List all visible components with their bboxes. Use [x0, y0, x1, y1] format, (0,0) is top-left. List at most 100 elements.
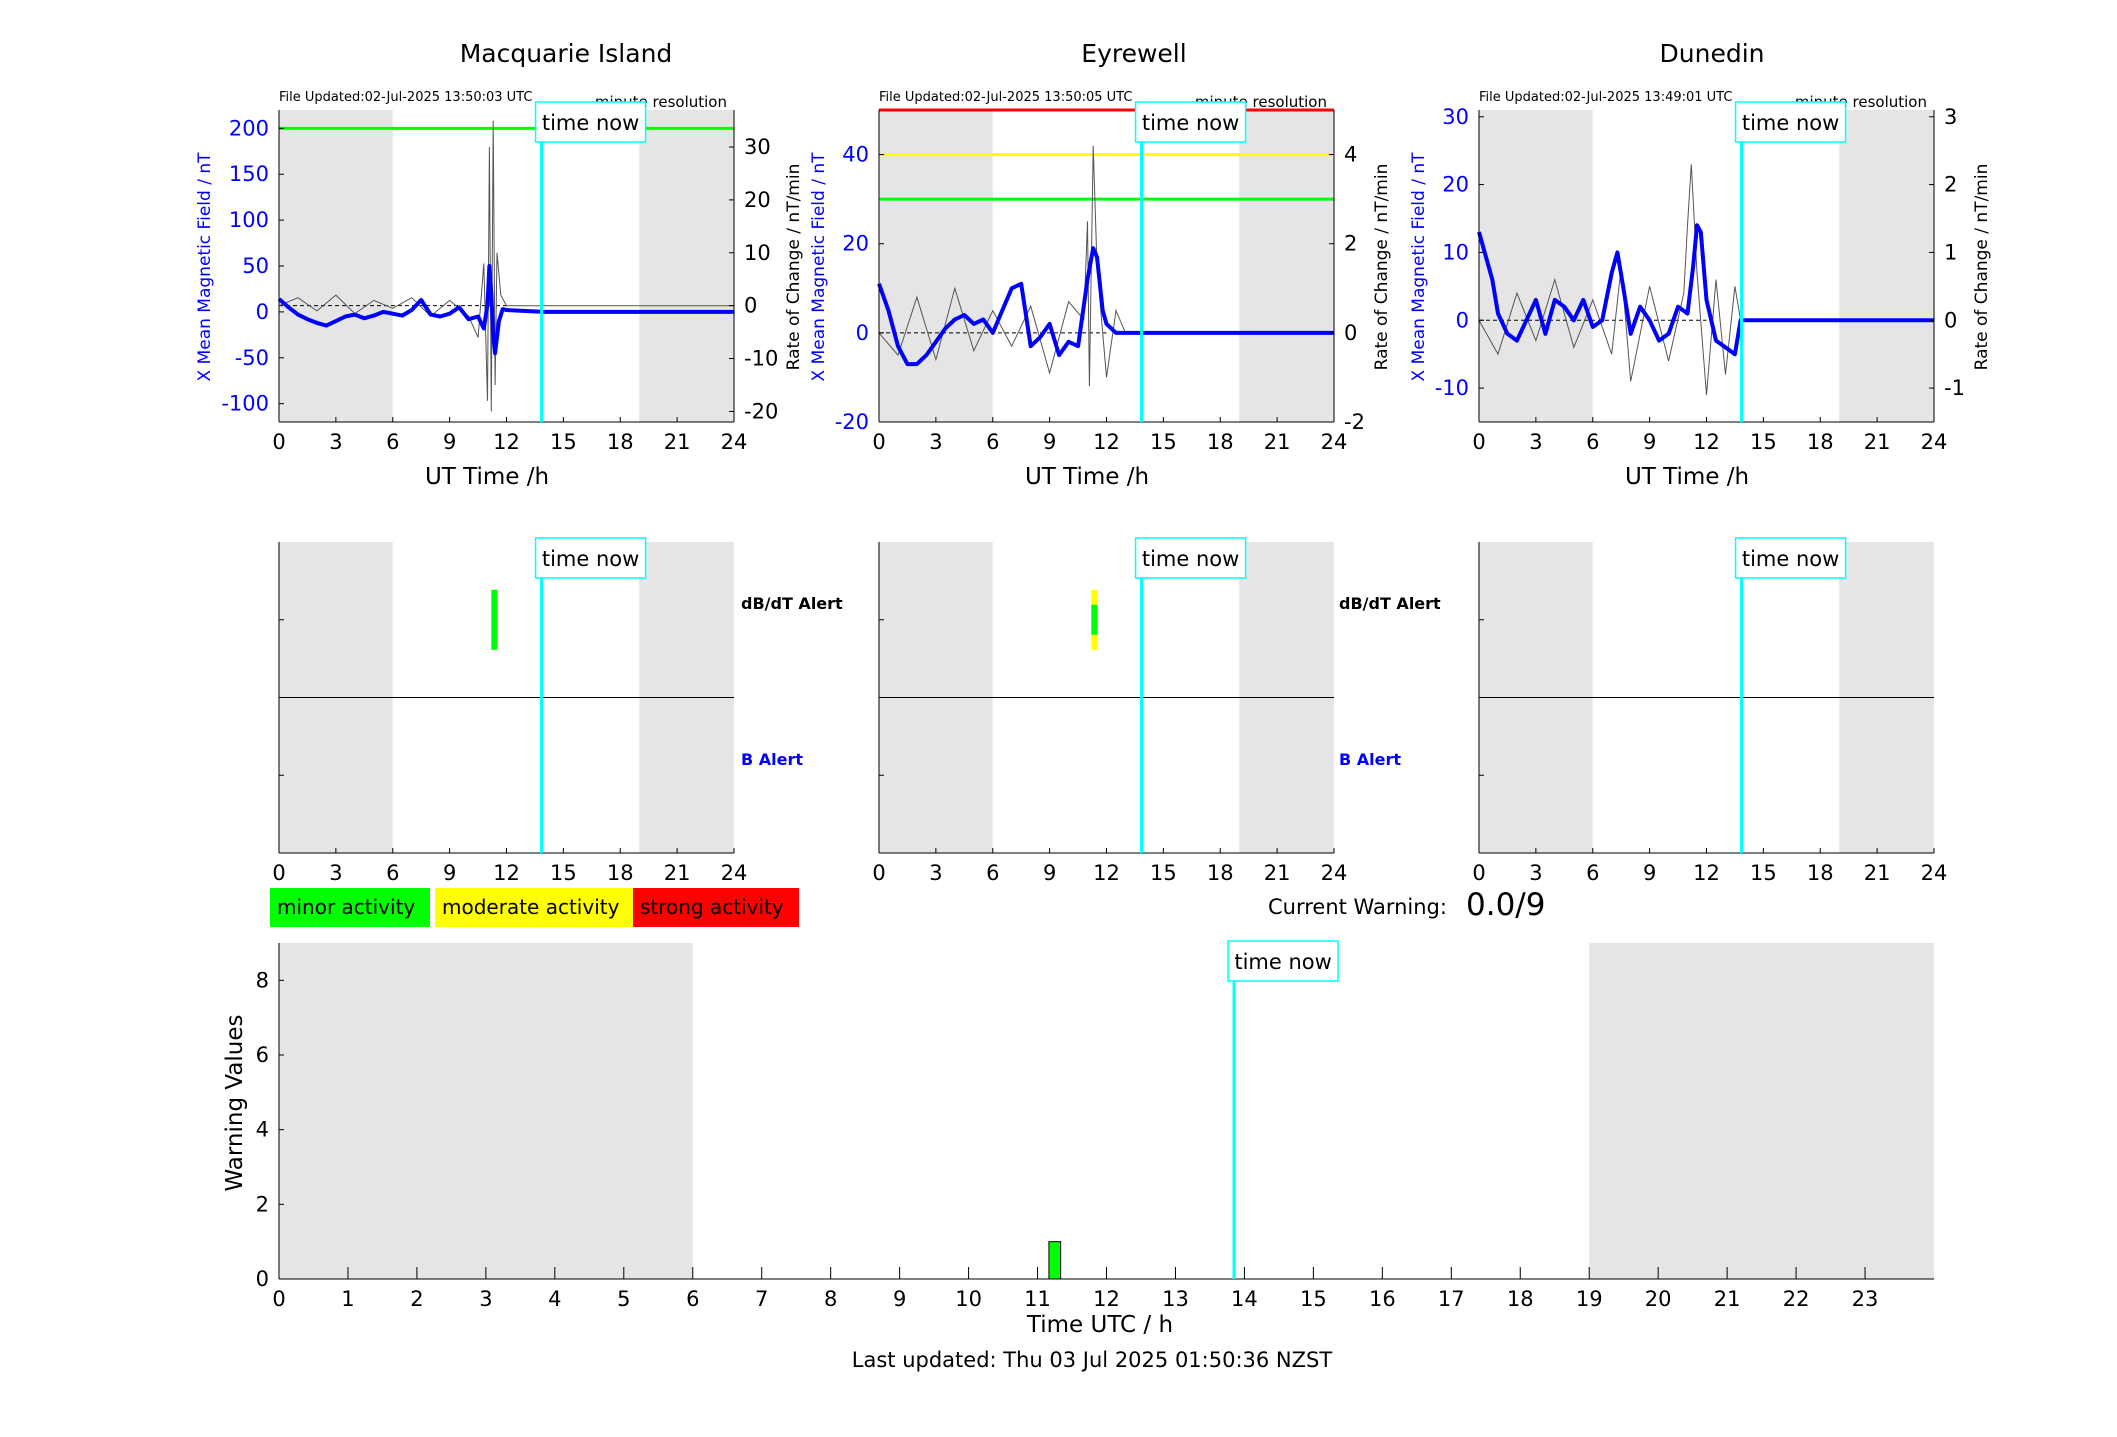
y-tick-label-left: 100 [229, 208, 269, 232]
y-tick-label-right: 30 [744, 135, 771, 159]
x-tick-label: 9 [1043, 861, 1056, 885]
x-tick-label: 14 [1231, 1287, 1258, 1311]
legend-swatch-minor [270, 888, 430, 927]
x-axis-label: UT Time /h [1625, 464, 1749, 490]
night-shading [279, 110, 393, 422]
x-tick-label: 10 [955, 1287, 982, 1311]
night-shading [1589, 943, 1934, 1279]
y-tick-label-right: -20 [744, 399, 778, 423]
legend-label-minor: minor activity [277, 895, 415, 919]
time-now-box [534, 101, 647, 143]
x-tick-label: 3 [929, 861, 942, 885]
plot-area: 0 3 6 9 12 15 18 21 24-100-50050100150200-20-100… [221, 101, 778, 454]
time-now-box [1734, 537, 1847, 579]
x-tick-label: 15 [550, 861, 577, 885]
x-axis-label: Time UTC / h [1026, 1312, 1173, 1338]
time-now-box [1227, 940, 1339, 982]
rate-of-change-series [278, 120, 734, 412]
time-now-label: time now [1742, 111, 1839, 135]
y-tick-label: 4 [256, 1118, 269, 1142]
x-tick-label: 18 [607, 430, 634, 454]
time-now-box [534, 537, 647, 579]
rate-of-change-series [1478, 164, 1934, 395]
x-tick-label: 6 [1586, 430, 1599, 454]
x-tick-label: 9 [443, 430, 456, 454]
y-tick-label-left: 10 [1442, 240, 1469, 264]
x-tick-label: 17 [1438, 1287, 1465, 1311]
magnetic-field-series [1477, 223, 1934, 357]
time-now-label: time now [1142, 111, 1239, 135]
x-tick-label: 0 [272, 430, 285, 454]
x-tick-label: 7 [755, 1287, 768, 1311]
time-now-label: time now [1142, 547, 1239, 571]
night-shading [879, 110, 993, 422]
warning-values-chart: 0 1 2 3 4 5 6 7 8 9 10 11 12 13 14 15 16 17 18 19 20 21 22 2302… [222, 940, 1934, 1338]
x-tick-label: 3 [329, 430, 342, 454]
x-tick-label: 6 [1586, 861, 1599, 885]
y-tick-label-right: 20 [744, 188, 771, 212]
x-tick-label: 20 [1645, 1287, 1672, 1311]
x-tick-label: 16 [1369, 1287, 1396, 1311]
x-tick-label: 1 [341, 1287, 354, 1311]
x-tick-label: 24 [1921, 861, 1948, 885]
x-tick-label: 12 [1093, 1287, 1120, 1311]
y-tick-label-left: 0 [856, 321, 869, 345]
x-tick-label: 24 [1321, 861, 1348, 885]
x-tick-label: 12 [1693, 861, 1720, 885]
time-now-box [1134, 101, 1247, 143]
alert-panels: 0 3 6 9 12 15 18 21 24 time now 0 3 6 9 12 15 18 21 24 time… [272, 537, 1948, 885]
y-tick-label-left: 30 [1442, 105, 1469, 129]
y-tick-label-left: 50 [242, 254, 269, 278]
y-tick-label-left: 200 [229, 116, 269, 140]
x-tick-label: 21 [1264, 861, 1291, 885]
dbdt-alert-label: dB/dT Alert [741, 594, 843, 613]
y-tick-label-right: 0 [744, 294, 757, 318]
y-tick-label-right: 0 [1944, 308, 1957, 332]
y-tick-label-left: 40 [842, 143, 869, 167]
x-tick-label: 19 [1576, 1287, 1603, 1311]
x-tick-label: 12 [493, 861, 520, 885]
x-tick-label: 15 [1150, 861, 1177, 885]
x-axis-label: UT Time /h [425, 464, 549, 490]
x-axis-label: UT Time /h [1025, 464, 1149, 490]
x-tick-label: 15 [1750, 861, 1777, 885]
warning-plot-area: 0 1 2 3 4 5 6 7 8 9 10 11 12 13 14 15 16 17 18 19 20 21 22 2302… [256, 940, 1934, 1311]
y-axis-label: Warning Values [222, 1014, 248, 1191]
x-tick-label: 21 [1864, 861, 1891, 885]
x-tick-label: 3 [1529, 861, 1542, 885]
x-tick-label: 23 [1852, 1287, 1879, 1311]
y-tick-label-left: 150 [229, 162, 269, 186]
file-updated-label: File Updated:02-Jul-2025 13:49:01 UTC [1479, 90, 1732, 105]
time-now-box [1734, 101, 1847, 143]
x-tick-label: 24 [721, 861, 748, 885]
x-tick-label: 18 [1807, 861, 1834, 885]
x-tick-label: 0 [272, 861, 285, 885]
y-tick-label-right: 10 [744, 241, 771, 265]
x-tick-label: 24 [1321, 430, 1348, 454]
station-title: Dunedin [1660, 39, 1765, 68]
legend-label-moderate: moderate activity [442, 895, 620, 919]
x-tick-label: 5 [617, 1287, 630, 1311]
x-tick-label: 11 [1024, 1287, 1051, 1311]
time-now-box [1134, 537, 1247, 579]
x-tick-label: 18 [607, 861, 634, 885]
alert-plot-area: 0 3 6 9 12 15 18 21 24 time now 0 3 6 9 12 15 18 21 24 time… [272, 537, 1948, 885]
y-tick-label-left: 0 [256, 300, 269, 324]
y-axis-label-right: Rate of Change / nT/min [1972, 164, 1992, 371]
x-tick-label: 21 [1864, 430, 1891, 454]
x-tick-label: 0 [1472, 430, 1485, 454]
y-tick-label-right: 0 [1344, 321, 1357, 345]
x-tick-label: 15 [1750, 430, 1777, 454]
night-shading [1239, 110, 1334, 422]
x-tick-label: 21 [1714, 1287, 1741, 1311]
y-axis-label-left: X Mean Magnetic Field / nT [809, 152, 829, 382]
x-tick-label: 24 [1921, 430, 1948, 454]
y-axis-label-left: X Mean Magnetic Field / nT [1409, 152, 1429, 382]
x-tick-label: 6 [986, 861, 999, 885]
station-panel-macquarie: Macquarie Island File Updated:02-Jul-202… [195, 39, 804, 490]
station-title: Macquarie Island [460, 39, 673, 68]
x-tick-label: 21 [1264, 430, 1291, 454]
y-tick-label-left: -50 [235, 346, 269, 370]
